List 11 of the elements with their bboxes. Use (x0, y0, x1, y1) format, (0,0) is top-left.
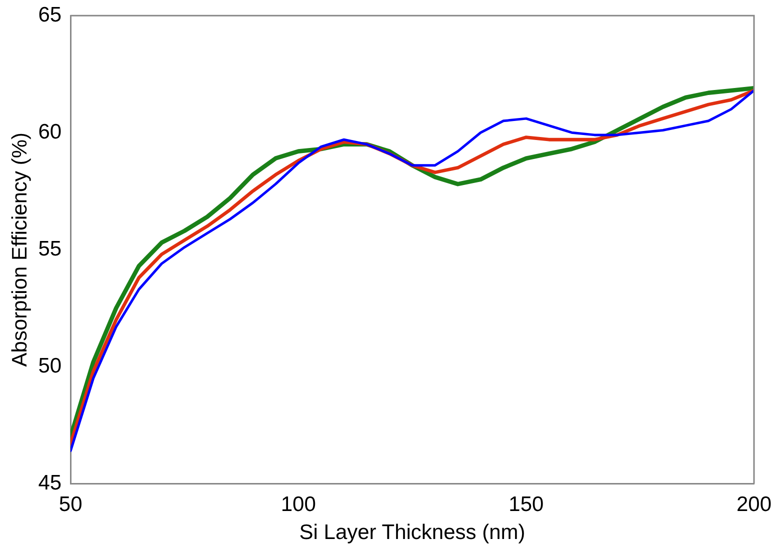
y-tick-label: 50 (38, 354, 62, 378)
x-tick-label: 50 (58, 492, 82, 516)
y-tick-label: 65 (38, 3, 62, 26)
x-tick-label: 200 (736, 492, 772, 516)
x-axis-title: Si Layer Thickness (nm) (299, 521, 526, 544)
y-axis-title: Absorption Efficiency (%) (8, 132, 32, 367)
x-tick-label: 150 (508, 492, 544, 516)
y-tick-label: 55 (38, 237, 62, 260)
y-tick-label: 45 (38, 471, 62, 494)
x-tick-label: 100 (280, 492, 316, 516)
y-tick-label: 60 (38, 120, 62, 144)
